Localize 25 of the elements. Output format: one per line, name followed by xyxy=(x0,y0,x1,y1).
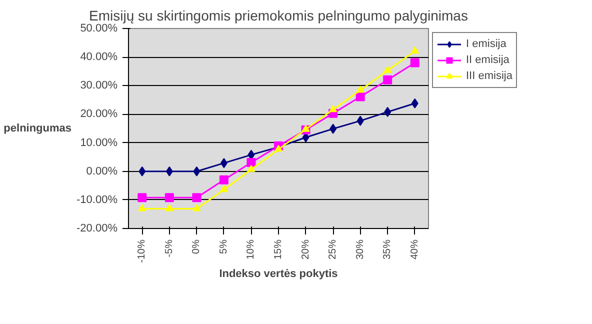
y-tick-label: 0.00% xyxy=(86,165,118,178)
legend-label: I emisija xyxy=(466,37,506,51)
y-axis-title: pelningumas xyxy=(4,122,72,134)
y-tick-label: 30.00% xyxy=(80,80,118,92)
legend-label: III emisija xyxy=(466,69,512,83)
x-tick-label: 35% xyxy=(382,239,394,260)
x-tick-label: 10% xyxy=(246,239,257,260)
x-tick-label: 30% xyxy=(354,239,366,260)
x-tick-label: 20% xyxy=(300,239,312,260)
y-tick-label: 40.00% xyxy=(80,51,118,64)
y-tick-label: -20.00% xyxy=(76,222,118,234)
y-tick-label: 10.00% xyxy=(80,136,118,149)
x-tick-label: 5% xyxy=(218,239,230,254)
x-axis-title: Indekso vertės pokytis xyxy=(219,268,338,280)
x-tick-label: 25% xyxy=(328,239,339,260)
x-tick-label: -5% xyxy=(164,239,175,258)
y-tick-label: 20.00% xyxy=(80,108,118,120)
legend-label: II emisija xyxy=(466,53,510,67)
x-tick-label: 15% xyxy=(273,239,284,260)
x-tick-label: 0% xyxy=(191,239,202,254)
x-tick-label: 40% xyxy=(409,239,420,260)
x-tick-label: -10% xyxy=(136,239,148,263)
chart-title: Emisijų su skirtingomis priemokomis pelningumo palyginimas xyxy=(89,8,468,24)
y-tick-label: -10.00% xyxy=(76,194,118,206)
y-tick-label: 50.00% xyxy=(80,22,118,34)
